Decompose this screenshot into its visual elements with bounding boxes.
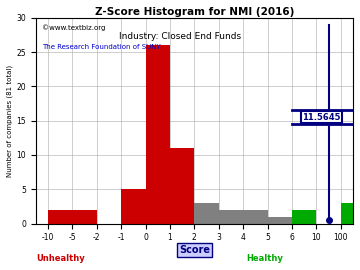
Bar bbox=[341, 203, 360, 224]
Bar bbox=[121, 189, 145, 224]
Bar bbox=[170, 148, 194, 224]
X-axis label: Score: Score bbox=[179, 245, 210, 255]
Bar bbox=[48, 210, 72, 224]
Text: 11.5645: 11.5645 bbox=[302, 113, 341, 122]
Bar bbox=[194, 203, 219, 224]
Y-axis label: Number of companies (81 total): Number of companies (81 total) bbox=[7, 65, 13, 177]
Bar bbox=[145, 45, 170, 224]
Title: Z-Score Histogram for NMI (2016): Z-Score Histogram for NMI (2016) bbox=[95, 7, 294, 17]
Text: Industry: Closed End Funds: Industry: Closed End Funds bbox=[119, 32, 241, 41]
Bar bbox=[243, 210, 267, 224]
Bar bbox=[72, 210, 97, 224]
Text: The Research Foundation of SUNY: The Research Foundation of SUNY bbox=[42, 45, 161, 50]
Text: Unhealthy: Unhealthy bbox=[37, 254, 85, 263]
Bar bbox=[292, 210, 316, 224]
Bar bbox=[219, 210, 243, 224]
Text: Healthy: Healthy bbox=[246, 254, 283, 263]
Bar bbox=[267, 217, 292, 224]
Text: ©www.textbiz.org: ©www.textbiz.org bbox=[42, 24, 105, 31]
